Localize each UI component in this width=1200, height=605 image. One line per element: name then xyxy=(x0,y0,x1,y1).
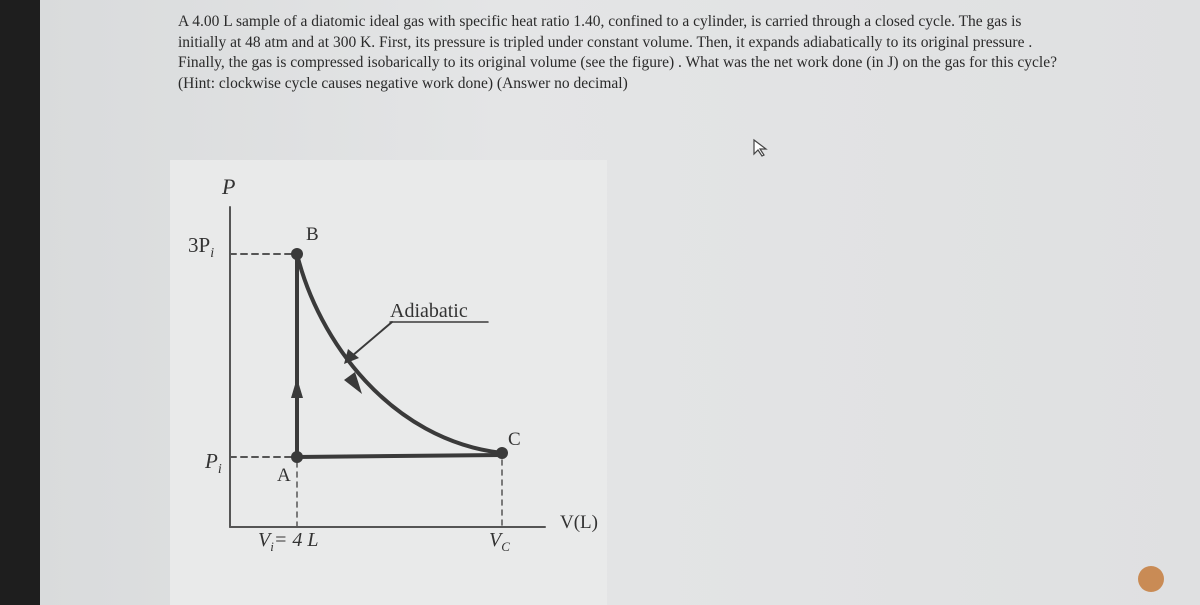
label: = 4 L xyxy=(274,529,319,551)
subscript: i xyxy=(218,462,222,477)
curve-label: Adiabatic xyxy=(390,300,468,322)
arrow xyxy=(344,372,362,394)
arrow xyxy=(291,378,303,398)
isobaric-path xyxy=(295,453,504,459)
point xyxy=(291,451,303,463)
pv-diagram: P V(L) 3Pi Pi Vi= 4 L VC A B C Adiabatic xyxy=(170,160,607,605)
v-initial-label: Vi= 4 L xyxy=(258,529,318,554)
question-line: Finally, the gas is compressed isobarica… xyxy=(178,54,1057,71)
subscript: C xyxy=(501,539,510,554)
label: P xyxy=(204,449,218,473)
question: A 4.00 L sample of a diatomic ideal gas … xyxy=(178,12,1158,94)
p-high-label: 3Pi xyxy=(188,233,214,261)
label: 3P xyxy=(188,233,210,257)
question-line: initially at 48 atm and at 300 K. First,… xyxy=(178,33,1033,51)
question-line: A 4.00 L sample of a diatomic ideal gas … xyxy=(178,13,1022,30)
pointer xyxy=(351,321,393,357)
subscript: i xyxy=(210,246,214,261)
label: V xyxy=(489,529,504,551)
v-axis-label: V(L) xyxy=(560,512,598,533)
bezel xyxy=(0,0,40,605)
p-axis-label: P xyxy=(221,174,235,199)
figure-bg xyxy=(170,160,607,605)
v-final-label: VC xyxy=(489,529,510,554)
cursor xyxy=(753,138,768,157)
help-button[interactable] xyxy=(1138,566,1164,592)
point-label: C xyxy=(508,429,521,450)
point-label: B xyxy=(306,224,319,245)
label: V xyxy=(258,529,273,551)
point-label: A xyxy=(277,465,291,486)
point xyxy=(496,447,508,459)
question-line: (Hint: clockwise cycle causes negative w… xyxy=(178,74,628,92)
p-low-label: Pi xyxy=(204,449,222,477)
subscript: i xyxy=(270,539,274,554)
point xyxy=(291,248,303,260)
adiabatic-path xyxy=(295,252,504,455)
arrow xyxy=(344,349,359,364)
